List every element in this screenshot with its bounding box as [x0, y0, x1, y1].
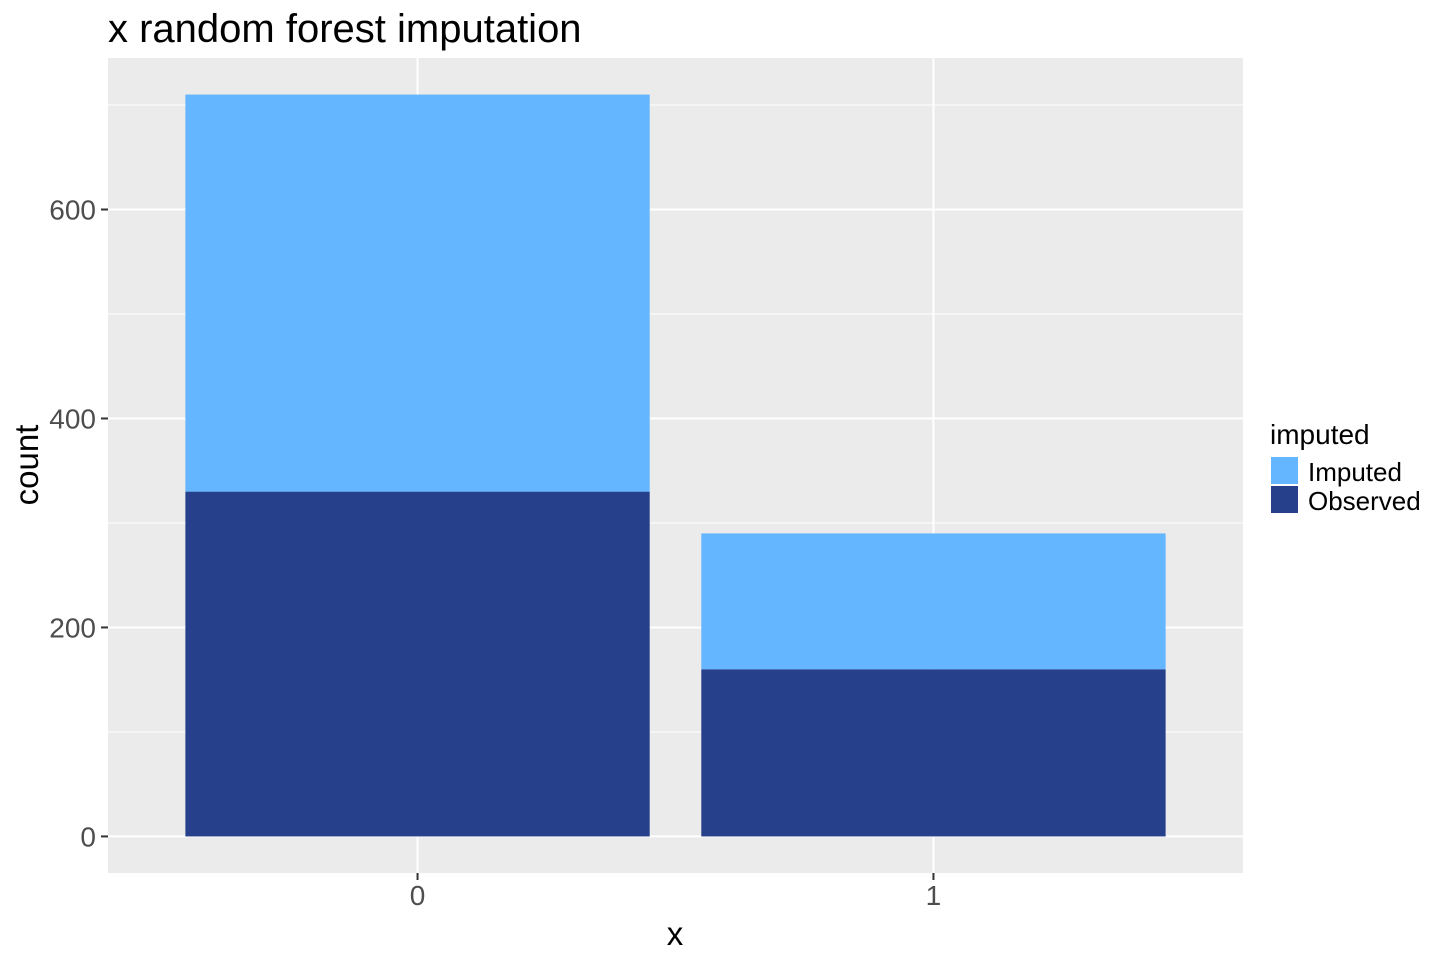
- bar-imputed-1: [701, 533, 1166, 670]
- y-tick-label: 200: [49, 612, 96, 643]
- legend-label-imputed: Imputed: [1308, 457, 1402, 487]
- chart-title: x random forest imputation: [108, 7, 582, 51]
- bar-observed-1: [701, 669, 1166, 837]
- y-axis-title: count: [8, 425, 45, 506]
- legend-label-observed: Observed: [1308, 486, 1421, 516]
- x-tick-label: 0: [410, 880, 426, 911]
- bars-layer: [185, 94, 1166, 837]
- legend-key-observed: [1271, 486, 1298, 513]
- legend-key-imputed: [1271, 457, 1298, 484]
- y-tick-label: 0: [80, 821, 96, 852]
- y-axis: 0 200 400 600: [49, 195, 108, 852]
- bar-imputed-0: [185, 94, 650, 492]
- y-tick-label: 400: [49, 403, 96, 434]
- x-tick-label: 1: [926, 880, 942, 911]
- y-tick-label: 600: [49, 195, 96, 226]
- x-axis-title: x: [667, 915, 684, 952]
- bar-observed-0: [185, 491, 650, 837]
- legend-title: imputed: [1270, 419, 1370, 450]
